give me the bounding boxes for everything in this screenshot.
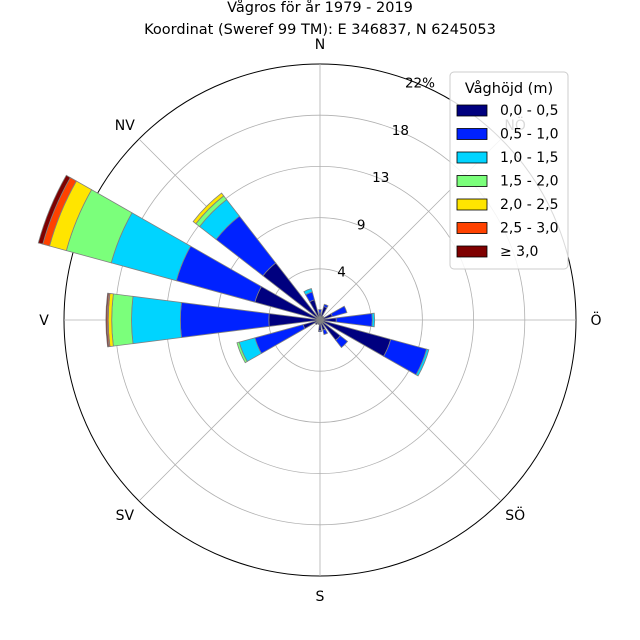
legend-items: 0,0 - 0,5 0,5 - 1,0 1,0 - 1,5 1,5 - 2,0 2,0 … [456, 103, 558, 260]
legend-swatch [456, 151, 488, 164]
rose-bar-segment [335, 335, 349, 349]
legend-swatch [456, 198, 488, 211]
radial-tick-label: 22% [405, 75, 435, 91]
direction-label: NV [115, 118, 135, 134]
legend-label: ≥ 3,0 [500, 244, 538, 260]
rose-bar-segment [314, 319, 321, 326]
rose-bar-segment [254, 324, 306, 354]
legend-swatch [456, 175, 488, 187]
rose-bar-segment [318, 329, 322, 333]
legend-label: 0,0 - 0,5 [500, 103, 558, 119]
legend-title: Våghöjd (m) [465, 80, 553, 97]
rose-bar-segment [179, 302, 270, 338]
rose-bar-segment [303, 288, 313, 296]
rose-bar-segment [192, 192, 225, 225]
rose-bar-segment [111, 293, 134, 347]
legend: Våghöjd (m) 0,0 - 0,5 0,5 - 1,0 1,0 - 1,5 1… [449, 71, 569, 270]
legend-label: 1,5 - 2,0 [500, 174, 558, 190]
radial-tick-label: 13 [372, 170, 389, 186]
legend-label: 2,5 - 3,0 [500, 221, 558, 237]
direction-label: Ö [590, 311, 601, 329]
legend-swatch [456, 104, 488, 117]
rose-bar-segment [236, 341, 248, 364]
direction-label: SÖ [505, 506, 525, 524]
legend-label: 1,0 - 1,5 [500, 150, 558, 166]
radial-tick-labels: 4 9 13 18 22% [337, 75, 435, 280]
direction-label: V [39, 313, 49, 329]
rose-bar-segment [415, 348, 430, 377]
chart-subtitle: Koordinat (Sweref 99 TM): E 346837, N 62… [144, 22, 496, 38]
legend-swatch [456, 128, 488, 140]
rose-bar-segment [37, 174, 71, 245]
legend-swatch [456, 222, 488, 234]
direction-label: N [315, 37, 325, 53]
radial-tick-label: 9 [357, 217, 366, 233]
rose-bar-segment [371, 312, 376, 328]
rose-bar-segment [318, 309, 322, 314]
legend-label: 2,0 - 2,5 [500, 197, 558, 213]
legend-swatch [456, 245, 488, 258]
legend-label: 0,5 - 1,0 [500, 127, 558, 143]
rose-bar-segment [323, 303, 329, 309]
grid-spoke [138, 319, 321, 502]
rose-bar-segment [335, 312, 373, 328]
rose-bars [37, 174, 430, 377]
rose-bar-segment [322, 328, 329, 336]
direction-label: S [316, 589, 325, 605]
rose-bar-segment [131, 295, 182, 345]
legend-frame [449, 71, 569, 270]
radial-tick-label: 4 [337, 265, 346, 281]
rose-bar-segment [319, 319, 392, 357]
rose-bar-segment [105, 292, 110, 348]
grid-spoke [319, 319, 502, 502]
rose-bar-segment [330, 305, 348, 318]
radial-tick-label: 18 [392, 123, 409, 139]
chart-title: Vågros för år 1979 - 2019 [227, 0, 413, 16]
direction-label: SV [116, 508, 135, 524]
